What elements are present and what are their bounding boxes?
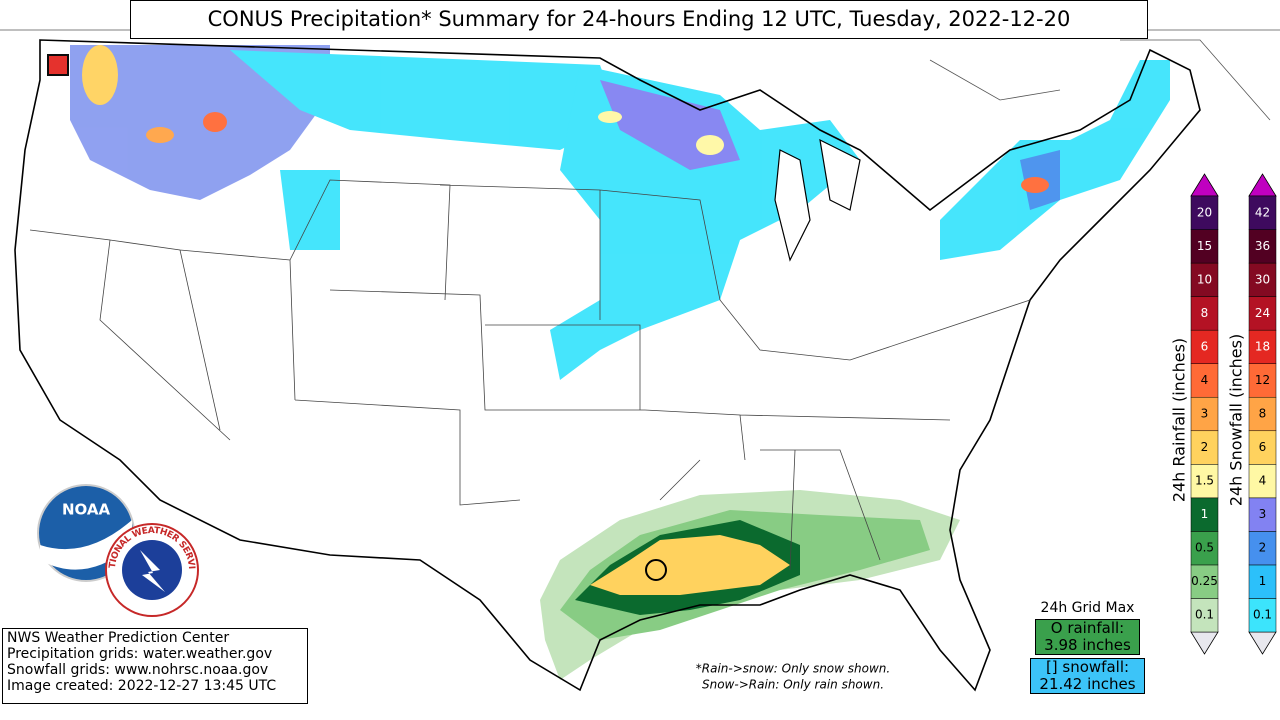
note: Snow->Rain: Only rain shown. — [702, 678, 884, 692]
legend-swatch — [1248, 396, 1277, 432]
legend-label: 12 — [1255, 373, 1270, 387]
legend-swatch — [1190, 229, 1219, 264]
legend-label: 1 — [1201, 507, 1209, 521]
legend-swatch — [1190, 296, 1219, 331]
grid-max-title: 24h Grid Max — [1040, 600, 1135, 616]
legend-label: 18 — [1255, 339, 1270, 353]
state-lines — [29, 179, 1031, 571]
legend-label: 2 — [1201, 440, 1209, 454]
credit-line: NWS Weather Prediction Center — [7, 630, 230, 646]
snow-legend-title: 24h Snowfall (inches) — [1227, 334, 1246, 506]
legend-label: 10 — [1197, 272, 1212, 286]
legend-label: 4 — [1259, 474, 1267, 488]
legend-swatch — [1190, 195, 1219, 230]
credit-line: Image created: 2022-12-27 13:45 UTC — [7, 678, 277, 694]
rain-max-label: O rainfall: — [1050, 619, 1125, 637]
legend-swatch — [1190, 329, 1219, 364]
title-box: CONUS Precipitation* Summary for 24-hour… — [130, 0, 1148, 39]
legend-swatch — [1190, 430, 1219, 465]
legend-swatch — [1248, 229, 1277, 264]
legend-label: 36 — [1255, 239, 1270, 253]
us-outline — [14, 39, 1201, 692]
rain-legend-title: 24h Rainfall (inches) — [1170, 338, 1189, 502]
legend-swatch — [1190, 262, 1219, 297]
legend-label: 4 — [1201, 373, 1209, 387]
snow-max-label: [] snowfall: — [1045, 658, 1130, 676]
legend-label: 1 — [1259, 574, 1267, 588]
legends: 0.10.250.511.5234681015200.1123468121824… — [1190, 173, 1277, 655]
rain-max-box: O rainfall: 3.98 inches — [1035, 619, 1140, 655]
legend-swatch — [1248, 497, 1277, 532]
rain-max-value: 3.98 inches — [1044, 636, 1131, 654]
rain-areas — [540, 490, 960, 680]
noaa-label: NOAA — [62, 501, 111, 519]
credit-line: Precipitation grids: water.weather.gov — [7, 646, 273, 662]
legend-label: 15 — [1197, 239, 1212, 253]
legend-label: 2 — [1259, 541, 1267, 555]
legend-swatch — [1190, 497, 1219, 532]
legend-swatch — [1248, 464, 1277, 499]
legend-label: 0.1 — [1253, 608, 1272, 622]
legend-swatch — [1190, 531, 1219, 566]
legend-label: 30 — [1255, 272, 1270, 286]
legend-label: 24 — [1255, 306, 1270, 320]
legend-label: 1.5 — [1195, 474, 1214, 488]
legend-swatch — [1190, 464, 1219, 499]
legend-label: 3 — [1259, 507, 1267, 521]
credit-line: Snowfall grids: www.nohrsc.noaa.gov — [7, 662, 269, 678]
legend-swatch — [1248, 363, 1277, 398]
legend-swatch — [1248, 430, 1277, 465]
legend-label: 0.25 — [1191, 574, 1218, 588]
snow-max-value: 21.42 inches — [1039, 675, 1136, 693]
legend-label: 0.5 — [1195, 541, 1214, 555]
legend-swatch — [1248, 262, 1277, 297]
title: CONUS Precipitation* Summary for 24-hour… — [207, 7, 1071, 31]
legend-swatch — [1248, 195, 1277, 230]
legend-swatch — [1190, 598, 1219, 633]
legend-swatch — [1190, 396, 1219, 432]
legend-label: 3 — [1201, 407, 1209, 421]
legend-label: 42 — [1255, 205, 1270, 219]
legend-label: 20 — [1197, 205, 1212, 219]
snow-areas — [47, 45, 1170, 380]
note: *Rain->snow: Only snow shown. — [696, 662, 890, 676]
legend-swatch — [1248, 564, 1277, 599]
grid-max: 24h Grid Max O rainfall: 3.98 inches [] … — [1030, 600, 1145, 694]
legend-label: 8 — [1201, 306, 1209, 320]
legend-label: 6 — [1201, 339, 1209, 353]
great-lakes — [774, 138, 861, 262]
credits-box: NWS Weather Prediction Center Precipitat… — [2, 628, 308, 704]
legend-label: 0.1 — [1195, 608, 1214, 622]
legend-label: 8 — [1259, 407, 1267, 421]
legend-swatch — [1248, 531, 1277, 566]
legend-label: 6 — [1259, 440, 1267, 454]
legend-swatch — [1248, 329, 1277, 364]
snow-max-box: [] snowfall: 21.42 inches — [1030, 658, 1145, 694]
